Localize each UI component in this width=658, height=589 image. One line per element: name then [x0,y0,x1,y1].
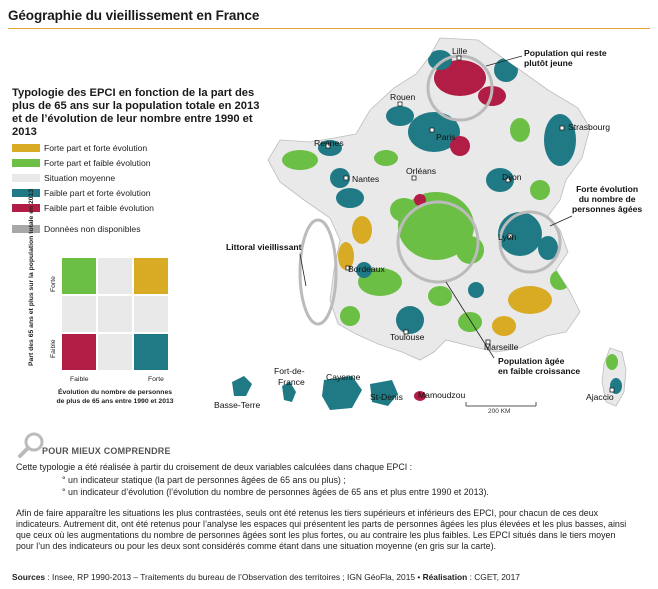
callout-population-agee: Population âgée en faible croissance [498,356,581,376]
matrix-x-left: Faible [70,376,89,383]
legend-label: Faible part et faible évolution [44,202,154,213]
section-heading: POUR MIEUX COMPRENDRE [42,446,171,456]
scale-label: 200 KM [488,408,511,415]
highlight-circle-littoral [298,218,338,326]
city-label: Nantes [352,174,380,184]
legend-item: Forte part et forte évolution [12,140,154,155]
city-label: Basse-Terre [214,400,261,410]
matrix-cell-forte-faible [62,258,96,294]
legend-swatch [12,173,40,182]
matrix-cell [62,296,96,332]
epci-patches [282,50,576,336]
callout-young: Population qui reste plutôt jeune [524,48,607,68]
matrix-xlabel: Évolution du nombre de personnes de plus … [56,389,174,405]
city-label: Ajaccio [586,392,614,402]
legend-swatch [12,188,40,197]
legend-na: Données non disponibles [12,224,141,234]
title-rule [8,28,650,29]
matrix-cell-faible-faible [62,334,96,370]
magnifier-icon [18,432,44,458]
page-title: Géographie du vieillissement en France [8,8,260,23]
sources: Sources : Insee, RP 1990-2013 – Traiteme… [12,572,520,582]
city-label: Toulouse [390,332,425,342]
city-label: Strasbourg [568,122,611,132]
explanation-text: Cette typologie a été réalisée à partir … [16,462,413,472]
matrix-cell [98,258,132,294]
matrix-cell [98,334,132,370]
highlight-circle-lyon [498,210,562,274]
legend-item: Faible part et faible évolution [12,200,154,215]
city-label: Marseille [484,342,519,352]
matrix-ylabel: Part des 65 ans et plus sur la populatio… [28,188,35,366]
legend: Forte part et forte évolution Forte part… [12,140,154,215]
mayotte [414,391,426,401]
legend-swatch [12,225,40,233]
matrix-cell [134,296,168,332]
matrix-cell [98,296,132,332]
city-label: Rennes [314,138,344,148]
legend-label: Situation moyenne [44,172,116,183]
guadeloupe [232,376,252,396]
explanation-text: Afin de faire apparaître les situations … [16,508,599,518]
city-label: Cayenne [326,372,361,382]
legend-label: Faible part et forte évolution [44,187,151,198]
legend-swatch [12,158,40,167]
legend-item: Situation moyenne [12,170,154,185]
city-label: Rouen [390,92,416,102]
guyane [322,376,362,410]
callout-littoral: Littoral vieillissant [226,242,302,252]
explanation-text: que ceux où les augmentations du nombre … [16,530,616,540]
matrix-x-right: Forte [148,376,164,383]
city-label: St-Denis [370,392,403,402]
city-label: France [278,377,305,387]
city-label: Dijon [502,172,522,182]
matrix-y-bottom: Faible [50,339,57,358]
matrix-cell-forte-forte [134,258,168,294]
legend-label: Données non disponibles [44,224,141,234]
map-subtitle: Typologie des EPCI en fonction de la par… [12,87,260,138]
highlight-circle-centre [396,200,480,284]
explanation-text: indicateurs. Autrement dit, ont été rete… [16,519,627,529]
legend-label: Forte part et forte évolution [44,142,148,153]
typology-matrix [62,258,168,372]
legend-label: Forte part et faible évolution [44,157,151,168]
matrix-y-top: Forte [50,276,57,292]
legend-swatch [12,203,40,212]
explanation-bullet: ° un indicateur statique (la part de per… [62,475,346,485]
city-label: Bordeaux [348,264,385,274]
city-label: Orléans [406,166,437,176]
city-label: Fort-de- [274,366,305,376]
legend-item: Faible part et forte évolution [12,185,154,200]
matrix-cell-faible-forte [134,334,168,370]
explanation-text: pour l’un des indicateurs ou pour les de… [16,541,497,551]
city-label: Paris [436,132,456,142]
city-label: Lyon [498,232,517,242]
callout-forte-evolution: Forte évolution du nombre de personnes âgé… [572,184,643,214]
legend-item: Forte part et faible évolution [12,155,154,170]
legend-swatch [12,143,40,152]
france-map [232,37,627,410]
explanation-bullet: ° un indicateur d’évolution (l’évolution… [62,487,489,497]
city-label: Lille [452,46,468,56]
martinique [282,382,296,402]
reunion [370,380,398,406]
city-label: Mamoudzou [418,390,466,400]
map-area [0,30,658,430]
